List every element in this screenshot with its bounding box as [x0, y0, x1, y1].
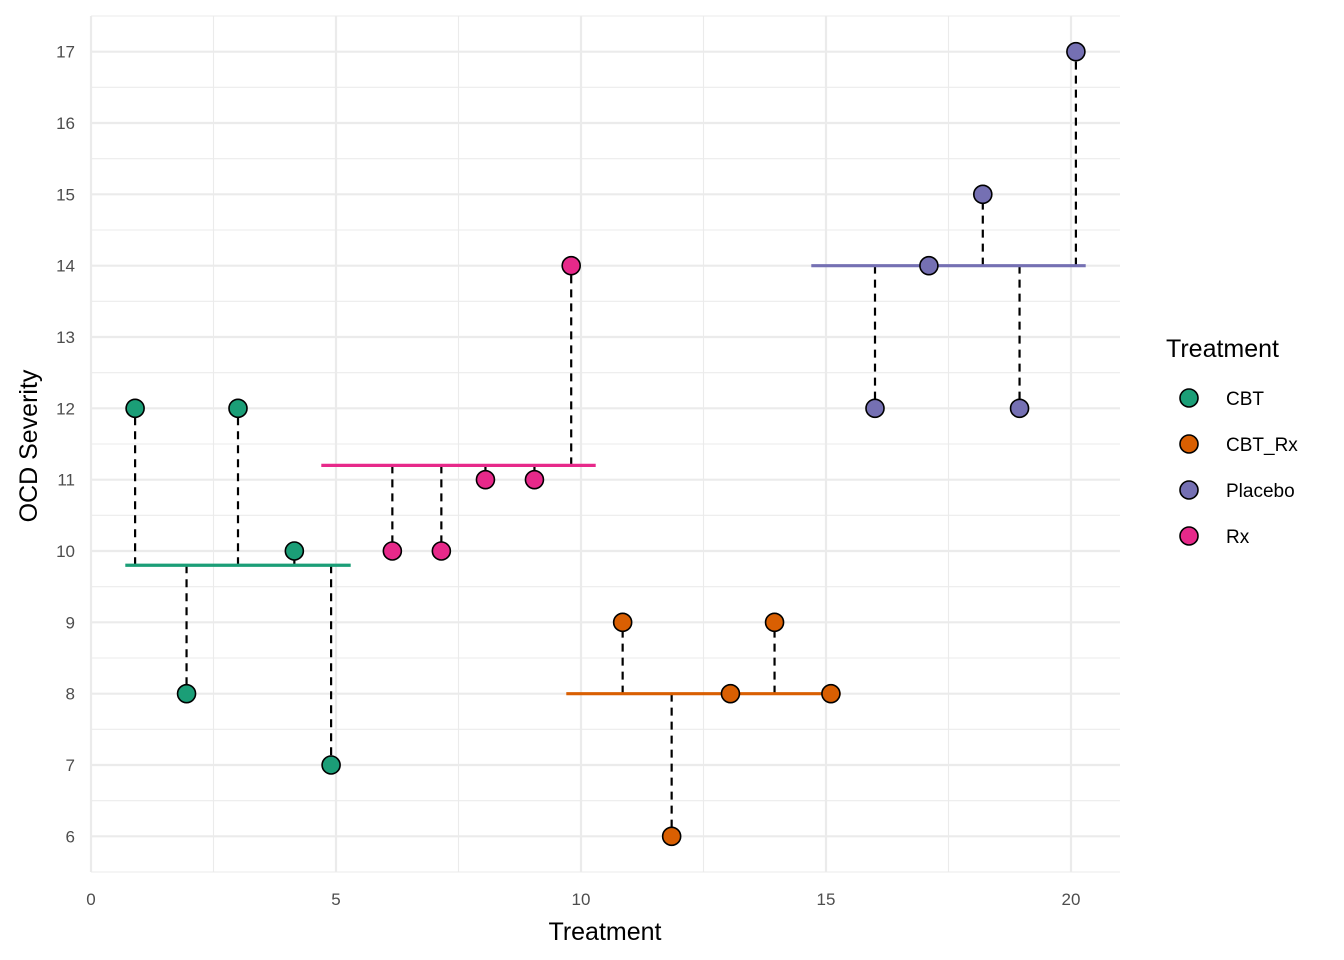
- y-tick-label: 8: [66, 685, 75, 704]
- y-tick-label: 16: [56, 114, 75, 133]
- y-tick-label: 10: [56, 542, 75, 561]
- data-point-cbt-rx: [764, 612, 785, 633]
- data-point-rx: [431, 541, 452, 561]
- x-axis-title: Treatment: [548, 918, 661, 946]
- y-axis-ticks: 6 7 8 9 10 11 12 13 14 15 16 17: [56, 43, 75, 847]
- data-point-cbt: [176, 683, 197, 704]
- data-point-placebo: [919, 255, 939, 276]
- y-tick-label: 14: [56, 257, 75, 276]
- y-tick-label: 12: [56, 399, 75, 418]
- grid: [89, 15, 1120, 873]
- legend-key-rx: [1179, 526, 1199, 546]
- legend-label-cbt: CBT: [1226, 389, 1264, 410]
- data-point-rx: [561, 255, 582, 276]
- data-point-rx: [382, 541, 403, 561]
- legend-key-cbt: [1179, 388, 1199, 408]
- data-point-cbt-rx: [612, 612, 633, 633]
- data-point-placebo: [1066, 41, 1086, 62]
- x-tick-label: 20: [1062, 890, 1081, 909]
- legend-label-cbt-rx: CBT_Rx: [1226, 435, 1298, 456]
- y-tick-label: 6: [66, 827, 75, 846]
- y-tick-label: 7: [66, 756, 75, 775]
- data-point-cbt: [125, 398, 145, 419]
- legend-key-placebo: [1179, 480, 1199, 500]
- data-point-cbt: [321, 755, 341, 775]
- y-tick-label: 9: [66, 613, 75, 632]
- y-tick-label: 17: [56, 43, 75, 62]
- x-tick-label: 15: [817, 890, 836, 909]
- x-axis-ticks: 0 5 10 15 20: [86, 890, 1080, 909]
- data-point-cbt: [228, 398, 248, 419]
- y-tick-label: 11: [57, 471, 75, 490]
- y-tick-label: 15: [56, 185, 75, 204]
- x-tick-label: 0: [86, 890, 95, 909]
- data-point-placebo: [1009, 398, 1030, 419]
- x-tick-label: 10: [572, 890, 591, 909]
- group-mean-lines: [125, 264, 1086, 696]
- legend-key-cbt-rx: [1179, 434, 1199, 454]
- data-point-cbt-rx: [661, 826, 682, 847]
- data-point-placebo: [865, 398, 885, 419]
- y-tick-label: 13: [56, 328, 75, 347]
- data-point-cbt-rx: [720, 683, 741, 704]
- y-axis-title: OCD Severity: [15, 369, 43, 522]
- legend-label-rx: Rx: [1226, 527, 1250, 548]
- legend: Treatment CBT CBT_Rx Placebo Rx: [1166, 335, 1298, 548]
- data-point-cbt-rx: [821, 683, 841, 704]
- data-point-rx: [475, 469, 496, 490]
- legend-label-placebo: Placebo: [1226, 481, 1295, 502]
- data-point-placebo: [972, 184, 993, 205]
- data-point-rx: [524, 469, 545, 490]
- data-point-cbt: [284, 541, 305, 561]
- legend-title: Treatment: [1166, 335, 1279, 363]
- data-points: [125, 41, 1086, 847]
- x-tick-label: 5: [331, 890, 340, 909]
